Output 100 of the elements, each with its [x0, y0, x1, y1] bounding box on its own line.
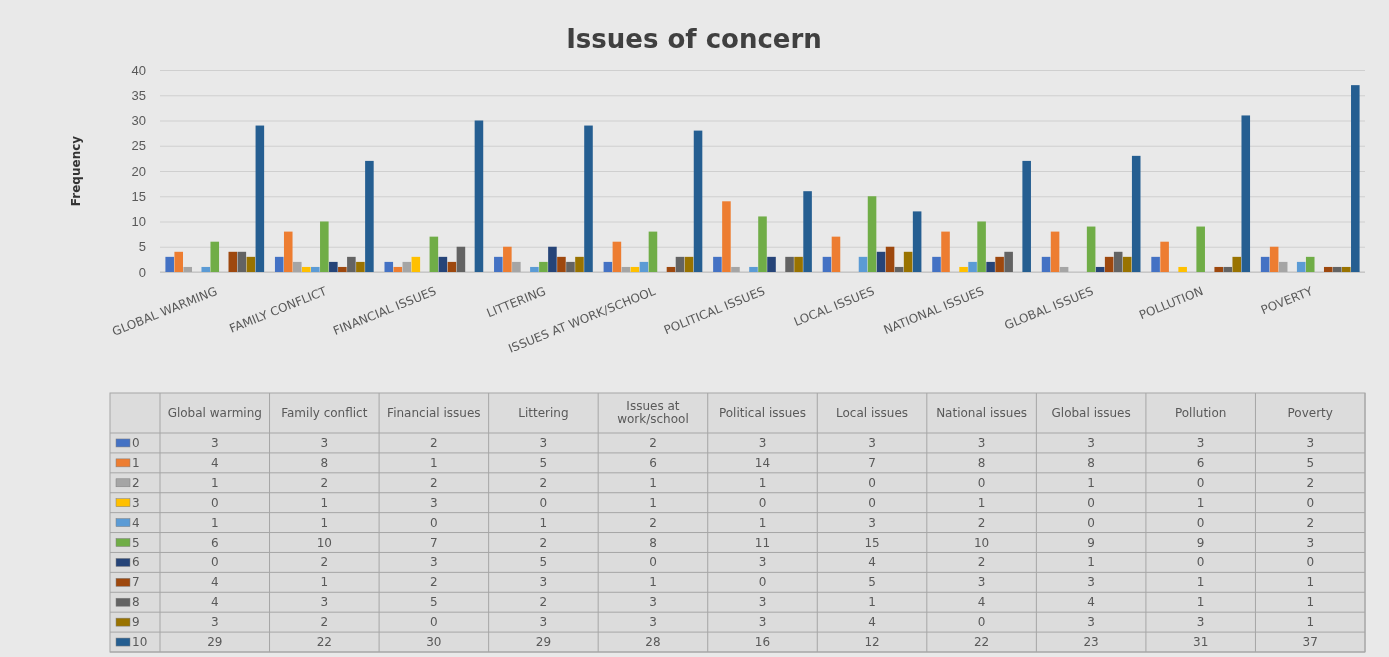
data-label: 0	[758, 495, 767, 510]
data-label: 4	[868, 555, 876, 570]
bar	[603, 261, 613, 272]
data-label: 1	[649, 575, 657, 590]
bar	[320, 221, 329, 272]
data-label: 1	[430, 455, 438, 470]
y-tick-label: 10	[131, 214, 146, 230]
bar	[1095, 266, 1105, 272]
data-label: 23	[1083, 635, 1099, 650]
data-label: 2	[430, 475, 438, 490]
data-label: 11	[754, 535, 771, 550]
bar	[384, 261, 394, 272]
chart-title: Issues of concern	[566, 24, 822, 54]
legend-label: 9	[132, 615, 140, 630]
data-label: 3	[649, 595, 657, 610]
bar	[283, 231, 293, 272]
data-label: 10	[316, 535, 332, 550]
data-label: 0	[539, 495, 548, 510]
data-label: 5	[539, 555, 548, 570]
data-label: 3	[210, 615, 219, 630]
bar	[612, 241, 622, 272]
bar	[1269, 246, 1279, 272]
bar	[977, 221, 986, 272]
data-label: 7	[430, 535, 438, 550]
data-label: 0	[977, 475, 986, 490]
bar	[165, 256, 174, 272]
bar	[365, 160, 374, 272]
bar	[1296, 261, 1306, 272]
bar	[1104, 256, 1114, 272]
y-tick-label: 25	[131, 138, 146, 154]
bar	[311, 266, 320, 272]
data-label: 0	[977, 615, 986, 630]
data-label: 1	[1306, 575, 1315, 590]
data-label: 2	[1306, 475, 1315, 490]
data-label: 9	[1087, 535, 1095, 550]
data-label: 2	[539, 475, 548, 490]
legend-label: 6	[132, 555, 140, 570]
data-label: 4	[1087, 595, 1095, 610]
data-label: 3	[1087, 435, 1095, 450]
data-label: 1	[1306, 595, 1315, 610]
bar	[912, 211, 922, 272]
bar	[1004, 251, 1013, 272]
data-label: 2	[1306, 515, 1315, 530]
y-tick-label: 20	[131, 163, 146, 179]
bar	[722, 201, 731, 272]
data-label: 22	[316, 635, 332, 650]
data-label: 29	[207, 635, 223, 650]
data-label: 2	[320, 555, 329, 570]
data-label: 8	[977, 455, 986, 470]
bar	[494, 256, 503, 272]
bar	[255, 125, 265, 272]
bar	[1278, 261, 1288, 272]
data-label: 6	[649, 455, 657, 470]
text: Pollution	[1173, 404, 1228, 422]
bar	[356, 261, 365, 272]
bar	[575, 256, 584, 272]
text: Family conflict	[280, 404, 369, 422]
bar	[183, 266, 193, 272]
data-label: 3	[210, 435, 219, 450]
bar	[411, 256, 421, 272]
bar	[474, 120, 484, 272]
data-label: 3	[758, 615, 767, 630]
bar	[675, 256, 685, 272]
data-label: 15	[864, 535, 880, 550]
bar	[1160, 241, 1169, 272]
data-label: 2	[320, 475, 329, 490]
y-tick-label: 30	[131, 113, 146, 129]
data-label: 3	[1087, 615, 1095, 630]
bar	[302, 266, 311, 272]
bar	[731, 266, 740, 272]
text: Global issues	[1050, 404, 1132, 422]
data-label: 22	[973, 635, 990, 650]
bar	[566, 261, 575, 272]
data-label: 6	[1196, 455, 1205, 470]
data-label: 2	[649, 515, 657, 530]
bar	[693, 130, 703, 272]
y-tick-label: 5	[138, 239, 146, 255]
data-label: 3	[977, 435, 986, 450]
bar	[1131, 155, 1141, 272]
bar	[794, 256, 803, 272]
bar	[684, 256, 694, 272]
data-label: 2	[430, 435, 438, 450]
bar	[292, 261, 302, 272]
bar	[1305, 256, 1315, 272]
bar	[1086, 226, 1096, 272]
data-label: 6	[210, 535, 219, 550]
legend-label: 7	[132, 575, 140, 590]
data-label: 1	[210, 475, 219, 490]
bar	[785, 256, 794, 272]
data-label: 2	[977, 515, 986, 530]
bar	[903, 251, 913, 272]
bar	[1050, 231, 1060, 272]
bar	[557, 256, 566, 272]
bar	[338, 266, 347, 272]
bar	[941, 231, 950, 272]
bar	[512, 261, 521, 272]
data-label: 0	[210, 555, 219, 570]
bar	[648, 231, 658, 272]
y-axis-title: Frequency	[69, 135, 83, 207]
bar	[584, 125, 593, 272]
